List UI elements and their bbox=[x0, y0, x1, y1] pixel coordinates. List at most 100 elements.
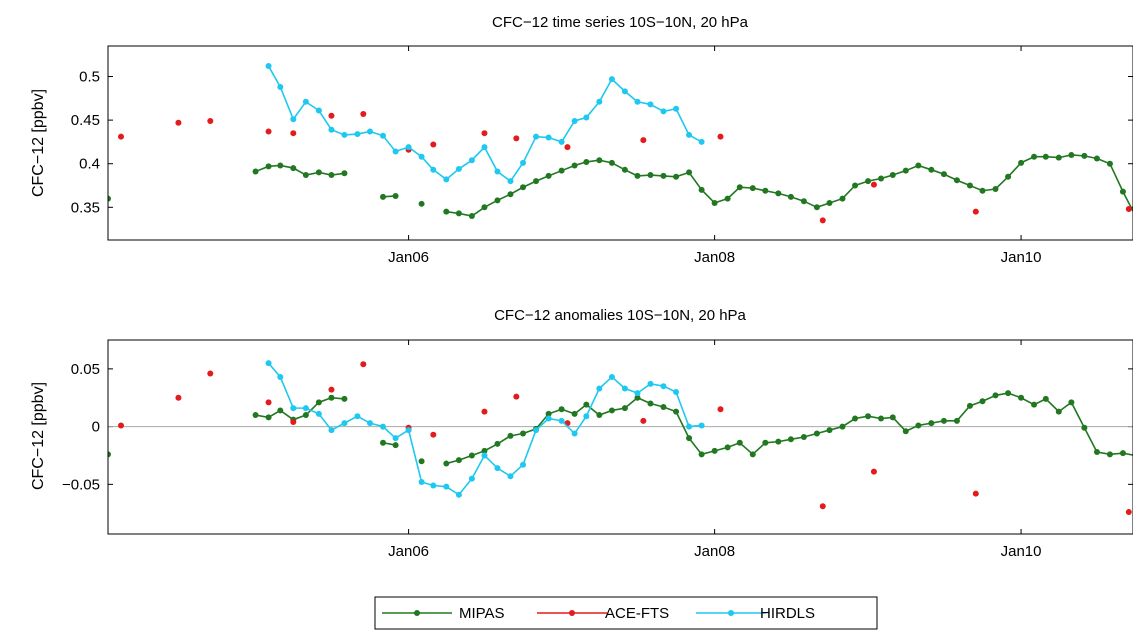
timeseries-mipas-point bbox=[634, 172, 641, 179]
anomalies-ace-fts-point bbox=[328, 386, 335, 393]
timeseries-mipas-point bbox=[545, 172, 552, 179]
anomalies-mipas-point bbox=[507, 432, 514, 439]
timeseries-ace-fts-point bbox=[513, 135, 520, 142]
anomalies-mipas-point bbox=[608, 407, 615, 414]
timeseries-hirdls-point bbox=[583, 114, 590, 121]
anomalies-ytick-label: −0.05 bbox=[62, 476, 100, 493]
timeseries-ace-fts-point bbox=[481, 130, 488, 137]
anomalies-hirdls-point bbox=[367, 420, 374, 427]
timeseries-hirdls-point bbox=[673, 105, 680, 112]
anomalies-hirdls-point bbox=[430, 482, 437, 489]
timeseries-mipas-point bbox=[1093, 155, 1100, 162]
timeseries-mipas-point bbox=[966, 182, 973, 189]
timeseries-hirdls-point bbox=[558, 138, 565, 145]
timeseries-mipas-point bbox=[915, 162, 922, 169]
timeseries-ace-fts-point bbox=[207, 117, 214, 124]
anomalies-mipas-point bbox=[647, 400, 654, 407]
timeseries-ace-fts-point bbox=[819, 217, 826, 224]
timeseries-mipas-point bbox=[507, 191, 514, 198]
timeseries-mipas-point bbox=[762, 187, 769, 194]
timeseries-mipas-point bbox=[533, 178, 540, 185]
timeseries-mipas-point bbox=[1068, 151, 1075, 158]
timeseries-hirdls-point bbox=[608, 76, 615, 83]
anomalies-ytick-label: 0.05 bbox=[71, 361, 100, 378]
timeseries-hirdls-point bbox=[621, 88, 628, 95]
legend-entry-mipas: MIPAS bbox=[382, 605, 505, 622]
timeseries-ace-fts-point bbox=[972, 208, 979, 215]
timeseries-hirdls-point bbox=[698, 138, 705, 145]
timeseries-plot-area bbox=[108, 63, 1133, 224]
anomalies-mipas-point bbox=[711, 447, 718, 454]
anomalies-xtick-label: Jan08 bbox=[694, 543, 735, 560]
anomalies-hirdls-point bbox=[520, 461, 527, 468]
anomalies-ticks: Jan06 Jan08 Jan10 −0.05 0 0.05 bbox=[62, 340, 1133, 560]
timeseries-hirdls-point bbox=[494, 168, 501, 175]
timeseries-hirdls-point bbox=[481, 144, 488, 151]
anomalies-hirdls-point bbox=[545, 415, 552, 422]
anomalies-hirdls-point bbox=[533, 427, 540, 434]
timeseries-mipas-point bbox=[1106, 160, 1113, 167]
timeseries-mipas-point bbox=[686, 169, 693, 176]
timeseries-mipas-point bbox=[928, 166, 935, 173]
anomalies-hirdls-point bbox=[621, 385, 628, 392]
timeseries-hirdls-point bbox=[430, 166, 437, 173]
anomalies-ace-fts-point bbox=[870, 468, 877, 475]
timeseries-xtick-label: Jan06 bbox=[388, 249, 429, 266]
legend-swatch-marker bbox=[569, 610, 575, 616]
anomalies-ace-fts-point bbox=[360, 361, 367, 368]
timeseries-ace-fts-point bbox=[870, 181, 877, 188]
anomalies-mipas-point bbox=[108, 451, 111, 458]
anomalies-mipas-line bbox=[446, 392, 1133, 465]
timeseries-mipas-point bbox=[826, 199, 833, 206]
legend-swatch-marker bbox=[414, 610, 420, 616]
anomalies-hirdls-point bbox=[455, 491, 462, 498]
anomalies-mipas-point bbox=[481, 447, 488, 454]
anomalies-hirdls-point bbox=[380, 423, 387, 430]
anomalies-mipas-point bbox=[800, 434, 807, 440]
anomalies-mipas-point bbox=[494, 440, 501, 447]
timeseries-series-hirdls bbox=[265, 63, 705, 185]
timeseries-title: CFC−12 time series 10S−10N, 20 hPa bbox=[492, 14, 749, 31]
timeseries-hirdls-point bbox=[571, 117, 578, 124]
timeseries-mipas-point bbox=[865, 178, 872, 185]
anomalies-hirdls-point bbox=[686, 423, 693, 430]
anomalies-mipas-point bbox=[852, 415, 859, 422]
timeseries-mipas-point bbox=[852, 182, 859, 189]
anomalies-mipas-point bbox=[277, 407, 284, 414]
timeseries-mipas-point bbox=[787, 193, 794, 200]
timeseries-hirdls-point bbox=[290, 116, 297, 123]
timeseries-hirdls-point bbox=[443, 176, 450, 183]
anomalies-hirdls-point bbox=[405, 427, 412, 434]
timeseries-ace-fts-point bbox=[717, 133, 724, 140]
timeseries-mipas-point bbox=[315, 169, 322, 176]
anomalies-hirdls-point bbox=[698, 422, 705, 429]
anomalies-mipas-point bbox=[558, 406, 565, 413]
anomalies-hirdls-point bbox=[265, 360, 272, 367]
timeseries-hirdls-point bbox=[468, 157, 475, 164]
anomalies-ace-fts-point bbox=[290, 418, 297, 425]
anomalies-ace-fts-point bbox=[717, 406, 724, 413]
anomalies-series-ace-fts bbox=[117, 361, 1132, 516]
timeseries-hirdls-point bbox=[302, 98, 309, 105]
legend-swatch-marker bbox=[728, 610, 734, 616]
timeseries-mipas-point bbox=[558, 167, 565, 174]
timeseries-mipas-point bbox=[596, 157, 603, 164]
timeseries-mipas-point bbox=[494, 197, 501, 204]
timeseries-ace-fts-point bbox=[1125, 206, 1132, 213]
anomalies-mipas-point bbox=[545, 410, 552, 417]
timeseries-mipas-point bbox=[108, 195, 111, 202]
timeseries-mipas-point bbox=[252, 168, 259, 175]
anomalies-mipas-point bbox=[865, 413, 872, 420]
timeseries-mipas-point bbox=[940, 171, 947, 178]
timeseries-hirdls-point bbox=[647, 101, 654, 108]
timeseries-hirdls-point bbox=[315, 107, 322, 114]
timeseries-mipas-point bbox=[392, 192, 399, 199]
timeseries-xtick-label: Jan08 bbox=[694, 249, 735, 266]
timeseries-ytick-label: 0.35 bbox=[71, 199, 100, 216]
anomalies-mipas-point bbox=[621, 405, 628, 412]
legend-label: MIPAS bbox=[459, 605, 505, 622]
anomalies-hirdls-point bbox=[354, 413, 361, 420]
anomalies-mipas-point bbox=[953, 417, 960, 424]
anomalies-hirdls-point bbox=[315, 410, 322, 417]
anomalies-mipas-point bbox=[736, 439, 743, 446]
